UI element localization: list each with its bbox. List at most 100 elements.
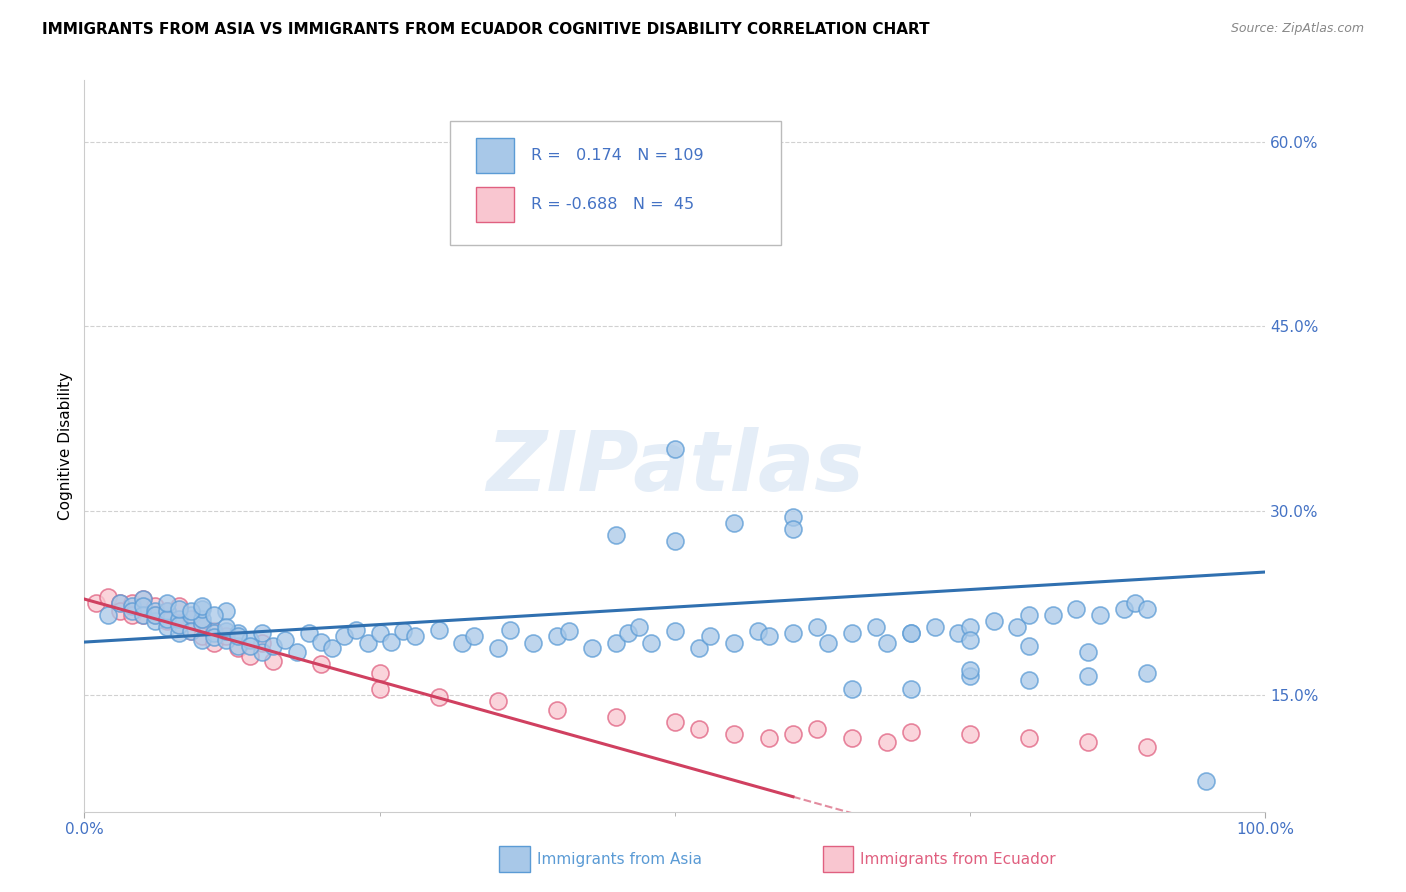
- Point: [581, 641, 603, 656]
- Point: [180, 607, 202, 622]
- Text: Immigrants from Asia: Immigrants from Asia: [537, 853, 702, 867]
- Point: [239, 632, 262, 647]
- Point: [1088, 607, 1111, 622]
- Point: [380, 635, 402, 649]
- Point: [226, 629, 249, 643]
- Point: [664, 714, 686, 729]
- Point: [132, 607, 155, 622]
- Point: [202, 626, 225, 640]
- Point: [156, 604, 179, 618]
- Point: [900, 626, 922, 640]
- Point: [747, 624, 769, 638]
- Point: [132, 599, 155, 614]
- Text: IMMIGRANTS FROM ASIA VS IMMIGRANTS FROM ECUADOR COGNITIVE DISABILITY CORRELATION: IMMIGRANTS FROM ASIA VS IMMIGRANTS FROM …: [42, 22, 929, 37]
- Point: [191, 599, 214, 614]
- Point: [1077, 645, 1099, 659]
- Point: [262, 653, 284, 667]
- Point: [486, 641, 509, 656]
- Point: [1112, 602, 1135, 616]
- Point: [121, 596, 143, 610]
- Point: [1195, 774, 1218, 789]
- Point: [427, 690, 450, 705]
- Point: [132, 607, 155, 622]
- Point: [900, 724, 922, 739]
- Point: [226, 626, 249, 640]
- Point: [640, 636, 662, 650]
- Point: [427, 623, 450, 637]
- Point: [191, 632, 214, 647]
- Point: [250, 626, 273, 640]
- Point: [239, 648, 262, 663]
- Point: [876, 734, 898, 748]
- Point: [274, 632, 297, 647]
- Point: [156, 612, 179, 626]
- Point: [215, 629, 238, 643]
- Point: [167, 599, 190, 614]
- Point: [215, 624, 238, 638]
- Point: [900, 626, 922, 640]
- Point: [202, 630, 225, 644]
- Point: [817, 636, 839, 650]
- Point: [664, 534, 686, 549]
- Point: [1018, 731, 1040, 745]
- Bar: [477, 187, 515, 222]
- Point: [699, 629, 721, 643]
- Point: [782, 626, 804, 640]
- Point: [167, 626, 190, 640]
- Point: [1136, 602, 1159, 616]
- Point: [344, 623, 367, 637]
- Point: [84, 596, 107, 610]
- Point: [309, 657, 332, 672]
- Point: [121, 599, 143, 614]
- Point: [226, 639, 249, 653]
- Point: [191, 612, 214, 626]
- Point: [368, 681, 391, 696]
- Point: [605, 528, 627, 542]
- Point: [900, 681, 922, 696]
- Point: [688, 723, 710, 737]
- Point: [108, 596, 131, 610]
- Point: [664, 442, 686, 456]
- Point: [191, 602, 214, 616]
- Point: [250, 636, 273, 650]
- Point: [143, 607, 166, 622]
- Point: [865, 620, 887, 634]
- Bar: [477, 138, 515, 173]
- FancyBboxPatch shape: [450, 120, 782, 245]
- Point: [1018, 639, 1040, 653]
- Point: [180, 604, 202, 618]
- Point: [959, 727, 981, 741]
- Point: [522, 636, 544, 650]
- Point: [191, 616, 214, 631]
- Point: [226, 641, 249, 656]
- Point: [1018, 607, 1040, 622]
- Point: [167, 612, 190, 626]
- Point: [156, 614, 179, 628]
- Point: [321, 641, 343, 656]
- Point: [202, 636, 225, 650]
- Text: Source: ZipAtlas.com: Source: ZipAtlas.com: [1230, 22, 1364, 36]
- Point: [392, 624, 415, 638]
- Point: [333, 629, 356, 643]
- Point: [97, 607, 120, 622]
- Point: [758, 629, 780, 643]
- Point: [628, 620, 651, 634]
- Point: [983, 614, 1005, 628]
- Point: [1077, 669, 1099, 683]
- Point: [357, 636, 380, 650]
- Text: R =   0.174   N = 109: R = 0.174 N = 109: [531, 148, 703, 163]
- Point: [143, 599, 166, 614]
- Point: [167, 602, 190, 616]
- Point: [782, 509, 804, 524]
- Point: [309, 635, 332, 649]
- Point: [1018, 673, 1040, 688]
- Point: [215, 632, 238, 647]
- Point: [688, 641, 710, 656]
- Text: ZIPatlas: ZIPatlas: [486, 427, 863, 508]
- Point: [959, 620, 981, 634]
- Point: [806, 620, 828, 634]
- Point: [143, 604, 166, 618]
- Point: [143, 614, 166, 628]
- Point: [97, 590, 120, 604]
- Point: [782, 727, 804, 741]
